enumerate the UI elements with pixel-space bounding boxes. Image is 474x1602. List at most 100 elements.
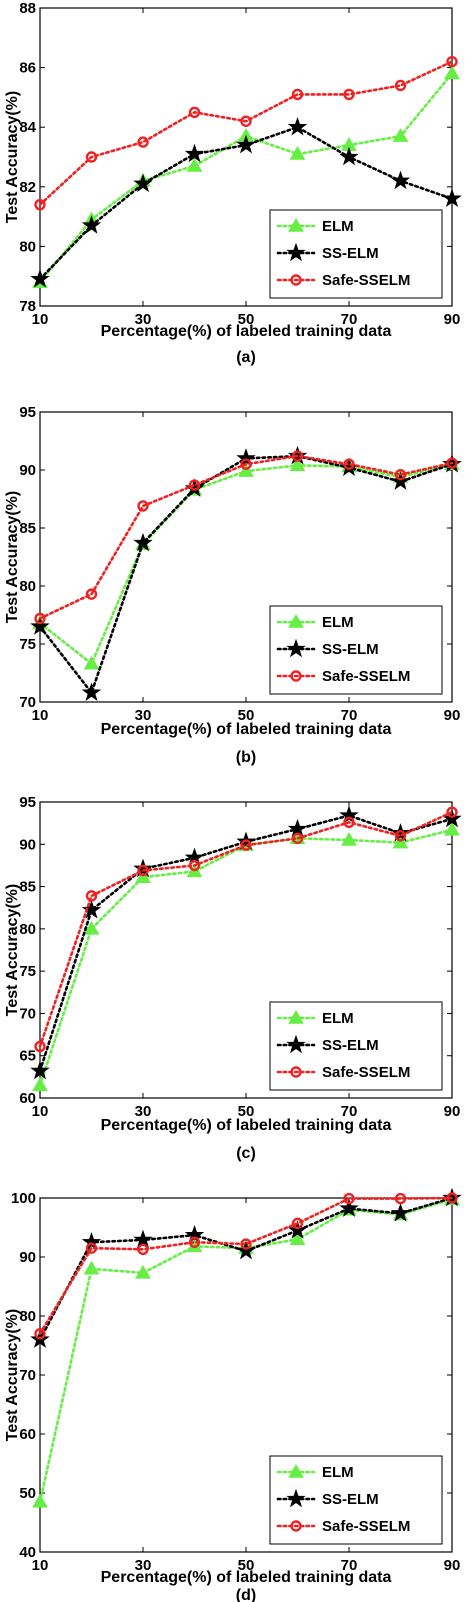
y-tick-label: 60 [19, 1426, 36, 1443]
data-point [81, 900, 102, 919]
y-tick-label: 90 [19, 462, 36, 479]
y-tick-label: 86 [19, 60, 36, 77]
data-point [390, 170, 411, 190]
data-point [30, 616, 50, 635]
series-safe-sselm [34, 806, 458, 1053]
data-point [184, 478, 205, 497]
data-point [343, 88, 355, 101]
data-point [137, 1243, 149, 1256]
data-point [137, 136, 149, 148]
chart-panel-4: 10 30 50 70 90 40 50 60 70 80 90 100 Percentage(%) o… [4, 1187, 462, 1602]
data-point [34, 198, 46, 211]
y-tick-label: 70 [19, 694, 36, 711]
x-tick-label: 30 [135, 1103, 152, 1120]
data-point [291, 88, 304, 101]
x-tick-label: 50 [238, 311, 255, 328]
legend-marker [288, 613, 304, 628]
y-tick-label: 88 [19, 0, 36, 17]
data-point [289, 457, 306, 472]
data-point [339, 457, 359, 476]
data-point [339, 805, 359, 824]
data-point [287, 116, 308, 136]
x-tick-label: 50 [238, 707, 255, 724]
data-point [135, 1264, 151, 1279]
data-point [291, 832, 304, 845]
y-tick-label: 82 [19, 179, 36, 196]
y-tick-label: 40 [19, 1544, 36, 1561]
data-point [236, 134, 256, 154]
x-tick-label: 90 [444, 707, 461, 724]
data-point [289, 146, 306, 160]
series-line [38, 60, 454, 206]
x-tick-label: 10 [32, 311, 49, 328]
data-point [394, 830, 407, 842]
y-tick-label: 95 [19, 794, 36, 811]
data-point [339, 146, 359, 166]
data-point [186, 157, 203, 172]
legend-marker [288, 217, 304, 232]
data-point [392, 834, 409, 849]
series-safe-sselm [34, 1192, 458, 1340]
x-tick-label: 30 [135, 707, 152, 724]
data-point [188, 479, 201, 491]
data-point [81, 215, 102, 234]
data-point [343, 458, 355, 470]
x-axis-label: Percentage(%) of labeled training data [101, 1117, 392, 1134]
legend-marker [288, 1463, 304, 1478]
data-point [236, 1240, 256, 1260]
legend-label: SS-ELM [322, 1491, 379, 1508]
data-point [390, 1203, 411, 1222]
y-tick-label: 70 [19, 1005, 36, 1022]
series-ss-elm [30, 116, 462, 288]
x-axis-label: Percentage(%) of labeled training data [101, 1569, 392, 1586]
data-point [81, 1232, 102, 1251]
legend-marker [288, 1009, 304, 1024]
legend-marker [286, 1488, 306, 1508]
data-point [83, 1260, 100, 1275]
data-point [137, 500, 149, 512]
x-tick-label: 90 [444, 1103, 461, 1120]
data-point [30, 268, 50, 288]
x-tick-label: 70 [341, 1557, 358, 1574]
legend-label: Safe-SSELM [322, 668, 410, 685]
legend-marker [290, 670, 302, 682]
y-axis-label: Test Accuracy(%) [4, 91, 21, 224]
data-point [184, 143, 205, 163]
x-axis-label: Percentage(%) of labeled training data [101, 323, 392, 340]
x-tick-label: 70 [341, 311, 358, 328]
data-point [446, 457, 458, 469]
legend-label: SS-ELM [322, 245, 379, 262]
data-point [188, 106, 201, 119]
y-tick-label: 95 [19, 404, 36, 421]
data-point [32, 1493, 48, 1508]
data-point [442, 188, 462, 207]
data-point [287, 1220, 308, 1239]
series-safe-sselm [34, 55, 458, 211]
data-point [238, 463, 254, 477]
legend-label: Safe-SSELM [322, 1064, 410, 1081]
x-tick-label: 30 [135, 1557, 152, 1574]
data-point [85, 1242, 98, 1254]
legend-label: ELM [322, 614, 354, 631]
y-tick-label: 75 [19, 963, 36, 980]
data-point [135, 869, 151, 884]
y-tick-label: 80 [19, 1308, 36, 1325]
legend-marker [290, 274, 302, 286]
data-point [32, 1077, 48, 1092]
y-tick-label: 75 [19, 636, 36, 653]
data-point [133, 532, 153, 552]
data-point [390, 471, 411, 490]
data-point [392, 128, 409, 142]
data-point [34, 1327, 46, 1340]
y-axis-label: Test Accuracy(%) [4, 884, 21, 1017]
y-tick-label: 65 [19, 1048, 36, 1065]
y-tick-label: 100 [11, 1190, 36, 1207]
legend-label: Safe-SSELM [322, 1518, 410, 1535]
y-tick-label: 85 [19, 520, 36, 537]
data-point [240, 1238, 252, 1250]
legend-label: Safe-SSELM [322, 272, 410, 289]
series-ss-elm [30, 1187, 462, 1348]
data-point [34, 612, 46, 625]
